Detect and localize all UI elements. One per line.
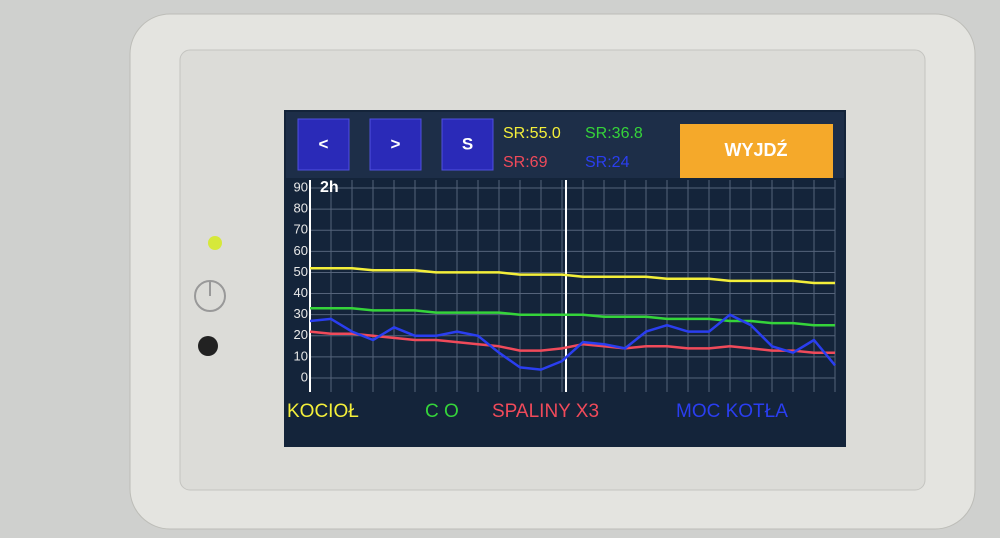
y-tick-label: 20 bbox=[294, 327, 308, 342]
nav-button[interactable] bbox=[369, 118, 422, 171]
led bbox=[208, 236, 222, 250]
legend-entry: C O bbox=[425, 401, 459, 422]
y-tick-label: 50 bbox=[294, 264, 308, 279]
average-label: SR:24 bbox=[585, 154, 630, 171]
exit-button[interactable] bbox=[680, 124, 833, 178]
y-tick-label: 70 bbox=[294, 222, 308, 237]
legend-entry: SPALINY X3 bbox=[492, 401, 599, 422]
average-label: SR:55.0 bbox=[503, 125, 561, 142]
legend-entry: MOC KOTŁA bbox=[676, 401, 788, 422]
time-span: 2h bbox=[320, 179, 339, 196]
series-line bbox=[310, 266, 835, 285]
y-tick-label: 30 bbox=[294, 306, 308, 321]
y-tick-label: 60 bbox=[294, 243, 308, 258]
power-button[interactable] bbox=[198, 336, 218, 356]
y-tick-label: 90 bbox=[294, 179, 308, 194]
average-label: SR:69 bbox=[503, 154, 548, 171]
average-label: SR:36.8 bbox=[585, 125, 643, 142]
series-line bbox=[309, 313, 836, 371]
y-tick-label: 0 bbox=[301, 369, 308, 384]
series-line bbox=[309, 330, 835, 354]
nav-button-label: < bbox=[319, 134, 329, 153]
screen-content: < > S WYJDŹ SR:55.0 SR:36.8 SR:69 SR:24 0 10 20 30 4… bbox=[287, 118, 836, 422]
exit-button-label: WYJDŹ bbox=[725, 139, 788, 160]
nav-button[interactable] bbox=[441, 118, 494, 171]
nav-button[interactable] bbox=[297, 118, 350, 171]
nav-button-label: S bbox=[462, 134, 473, 153]
series-line bbox=[310, 307, 835, 327]
nav-button-label: > bbox=[391, 134, 401, 153]
legend-entry: KOCIOŁ bbox=[287, 401, 359, 422]
y-tick-label: 40 bbox=[294, 285, 308, 300]
y-tick-label: 80 bbox=[294, 201, 308, 216]
y-tick-label: 10 bbox=[294, 348, 308, 363]
